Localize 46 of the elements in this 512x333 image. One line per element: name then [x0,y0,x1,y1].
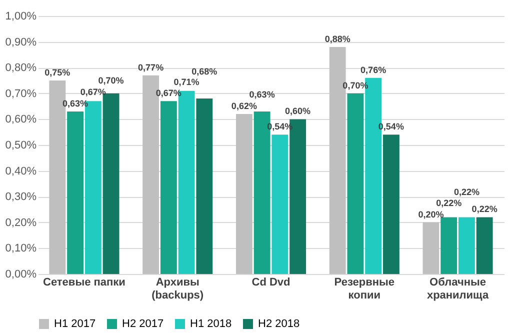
x-tick-label: Сетевые папки [43,276,126,288]
data-label: 0,68% [192,66,218,77]
bar [196,98,213,274]
data-label: 0,63% [249,89,275,100]
legend-label: H1 2018 [190,318,232,330]
data-label: 0,88% [324,34,350,44]
y-tick-label: 0,60% [5,114,37,126]
bar [272,134,288,274]
y-tick-label: 0,70% [5,88,37,100]
x-tick-label: Облачные хранилища [426,276,490,302]
bar [160,101,177,274]
x-tick-label: Архивы (backups) [152,276,204,302]
y-tick-label: 0,50% [5,140,37,152]
data-label: 0,20% [418,209,444,220]
data-label: 0,22% [436,198,462,208]
y-tick-label: 1,00% [5,10,37,22]
data-label: 0,75% [44,68,70,78]
data-label: 0,62% [231,101,257,112]
data-label: 0,67% [80,87,106,98]
data-label: 0,70% [98,75,124,86]
bar [422,222,440,274]
data-label: 0,76% [360,64,386,75]
legend-label: H2 2018 [258,318,300,330]
bar [67,111,84,274]
data-label: 0,22% [454,187,480,198]
legend-label: H1 2017 [54,318,96,330]
data-label: 0,71% [174,76,200,87]
y-tick-label: 0,80% [5,62,37,74]
legend-label: H2 2017 [122,318,164,330]
y-tick-label: 0,10% [5,242,37,255]
bar [236,114,252,274]
x-tick-label: Резервные копии [334,276,395,302]
y-tick-label: 0,30% [5,191,37,204]
data-label: 0,22% [472,204,498,214]
data-label: 0,60% [285,106,311,116]
bar [458,217,475,274]
bar [382,134,400,274]
y-tick-label: 0,20% [5,216,37,229]
x-tick-label: Cd Dvd [252,276,290,288]
data-label: 0,77% [138,62,164,72]
bar [347,93,364,274]
y-tick-label: 0,00% [5,268,37,280]
bar [440,217,458,274]
y-tick-label: 0,90% [5,36,37,48]
bar [476,217,493,274]
y-tick-label: 0,40% [5,165,37,178]
